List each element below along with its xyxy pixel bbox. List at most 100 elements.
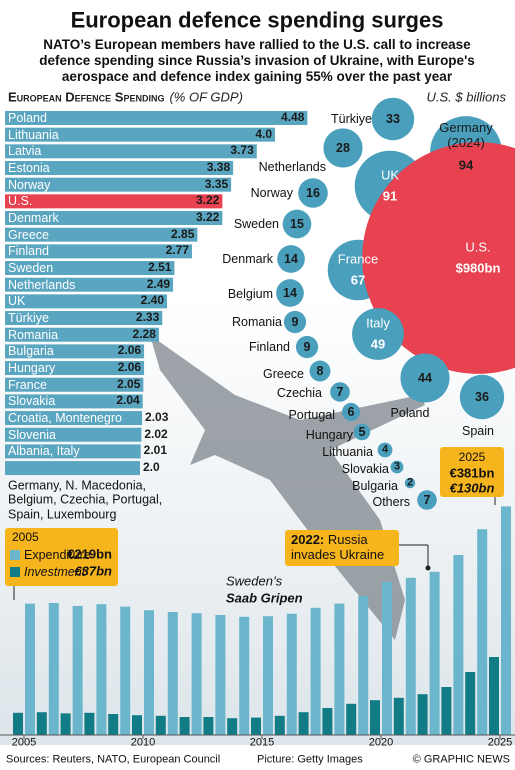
category-label: UK bbox=[8, 294, 26, 309]
bubble bbox=[276, 279, 304, 307]
value-label: 2.0 bbox=[143, 460, 160, 475]
bar bbox=[5, 211, 223, 226]
bar bbox=[215, 615, 226, 735]
category-label: Slovakia bbox=[8, 394, 56, 409]
category-label: Croatia, Montenegro bbox=[8, 410, 122, 425]
bubble-label: U.S. bbox=[465, 239, 491, 255]
bubble-label: France bbox=[337, 251, 379, 267]
bar bbox=[5, 177, 232, 192]
value-label: 3.73 bbox=[230, 143, 254, 158]
value-label: 3.22 bbox=[195, 210, 220, 225]
bar bbox=[5, 394, 143, 409]
bubble bbox=[309, 360, 331, 382]
annotation-event: 2022: Russia invades Ukraine bbox=[291, 532, 395, 563]
bar bbox=[5, 277, 174, 292]
value-label: 2.06 bbox=[117, 360, 142, 375]
bar bbox=[5, 377, 144, 392]
value-label: 4.0 bbox=[255, 126, 272, 141]
bubble-label: Norway bbox=[250, 185, 293, 200]
bar bbox=[96, 604, 107, 735]
bubble-label: Belgium bbox=[227, 286, 273, 301]
footer-picture: Picture: Getty Images bbox=[257, 753, 363, 766]
bar bbox=[179, 717, 190, 735]
bubble bbox=[330, 382, 350, 402]
category-label: Slovenia bbox=[8, 427, 56, 442]
annotation-value: €130bn bbox=[449, 480, 495, 496]
annotation-value: €37bn bbox=[74, 563, 112, 579]
value-label: 2.51 bbox=[148, 260, 172, 275]
value-label: 91 bbox=[382, 188, 398, 204]
bar bbox=[5, 161, 234, 176]
value-label: 2.85 bbox=[171, 226, 195, 241]
chart-title: U.S. $ billions bbox=[426, 89, 506, 105]
bubble-label: Poland bbox=[390, 405, 430, 420]
bar bbox=[36, 712, 47, 735]
value-label: 2.40 bbox=[140, 293, 164, 308]
category-label: Greece bbox=[8, 227, 49, 242]
value-label: 7 bbox=[423, 492, 431, 507]
category-label: Denmark bbox=[8, 210, 59, 225]
annotation-value: €381bn bbox=[449, 465, 495, 481]
bar bbox=[5, 261, 175, 276]
bubble bbox=[353, 423, 371, 441]
category-label: Estonia bbox=[8, 160, 50, 175]
value-label: 2.02 bbox=[144, 426, 168, 441]
bar bbox=[72, 606, 83, 735]
value-label: 16 bbox=[306, 185, 320, 200]
x-tick-label: 2015 bbox=[249, 736, 275, 749]
bar-chart-heading: European Defence Spending (% OF GDP) bbox=[8, 90, 243, 106]
subtitle: NATO’s European members have rallied to … bbox=[43, 37, 471, 53]
x-tick-label: 2020 bbox=[368, 736, 394, 749]
bar bbox=[5, 411, 143, 426]
bubble-label: Bulgaria bbox=[352, 478, 398, 493]
bar bbox=[108, 714, 119, 735]
bar bbox=[346, 703, 357, 735]
legend-swatch bbox=[10, 567, 20, 577]
category-label: Netherlands bbox=[8, 277, 76, 292]
legend-label: Investment bbox=[24, 564, 86, 579]
value-label: 2.01 bbox=[143, 443, 168, 458]
value-label: 33 bbox=[386, 111, 400, 126]
bar bbox=[334, 603, 345, 735]
bar bbox=[298, 712, 309, 735]
category-label: Albania, Italy bbox=[8, 444, 80, 459]
bar bbox=[5, 461, 140, 476]
bubble-label: Finland bbox=[249, 339, 290, 354]
bar bbox=[13, 712, 23, 735]
value-label: 8 bbox=[316, 363, 324, 378]
category-label: Poland bbox=[8, 110, 47, 125]
value-label: 9 bbox=[291, 314, 299, 329]
bar bbox=[465, 672, 476, 735]
footer-credit: © GRAPHIC NEWS bbox=[412, 753, 510, 766]
bubble-label: Hungary bbox=[305, 427, 353, 442]
bubble-label: Germany (2024) bbox=[439, 120, 493, 150]
bar bbox=[501, 506, 511, 735]
value-label: 94 bbox=[458, 157, 474, 173]
value-label: 2.33 bbox=[135, 310, 160, 325]
bubble-label: Czechia bbox=[276, 385, 322, 400]
bar bbox=[441, 687, 452, 735]
bar bbox=[358, 595, 369, 735]
bar bbox=[286, 613, 297, 735]
bubble-label: Netherlands bbox=[258, 159, 326, 174]
bar bbox=[5, 327, 159, 342]
value-label: 44 bbox=[418, 370, 432, 385]
value-label: 2.28 bbox=[132, 326, 156, 341]
bar bbox=[239, 616, 250, 735]
annotation-box bbox=[5, 528, 118, 586]
bubble-label: Türkiye bbox=[331, 111, 372, 126]
bubble-label: Sweden bbox=[233, 216, 279, 231]
bar bbox=[417, 694, 428, 735]
bubble bbox=[277, 245, 305, 273]
bar bbox=[5, 361, 145, 376]
bar bbox=[5, 444, 141, 459]
value-label: 15 bbox=[290, 216, 304, 231]
bar bbox=[5, 194, 223, 209]
bar bbox=[322, 708, 333, 735]
bubble bbox=[417, 490, 437, 510]
bar bbox=[5, 127, 275, 142]
bubble bbox=[459, 374, 505, 420]
photo-caption: Saab Gripen bbox=[226, 590, 303, 606]
annotation-value: €219bn bbox=[67, 546, 112, 562]
value-label: 4.48 bbox=[281, 110, 305, 125]
